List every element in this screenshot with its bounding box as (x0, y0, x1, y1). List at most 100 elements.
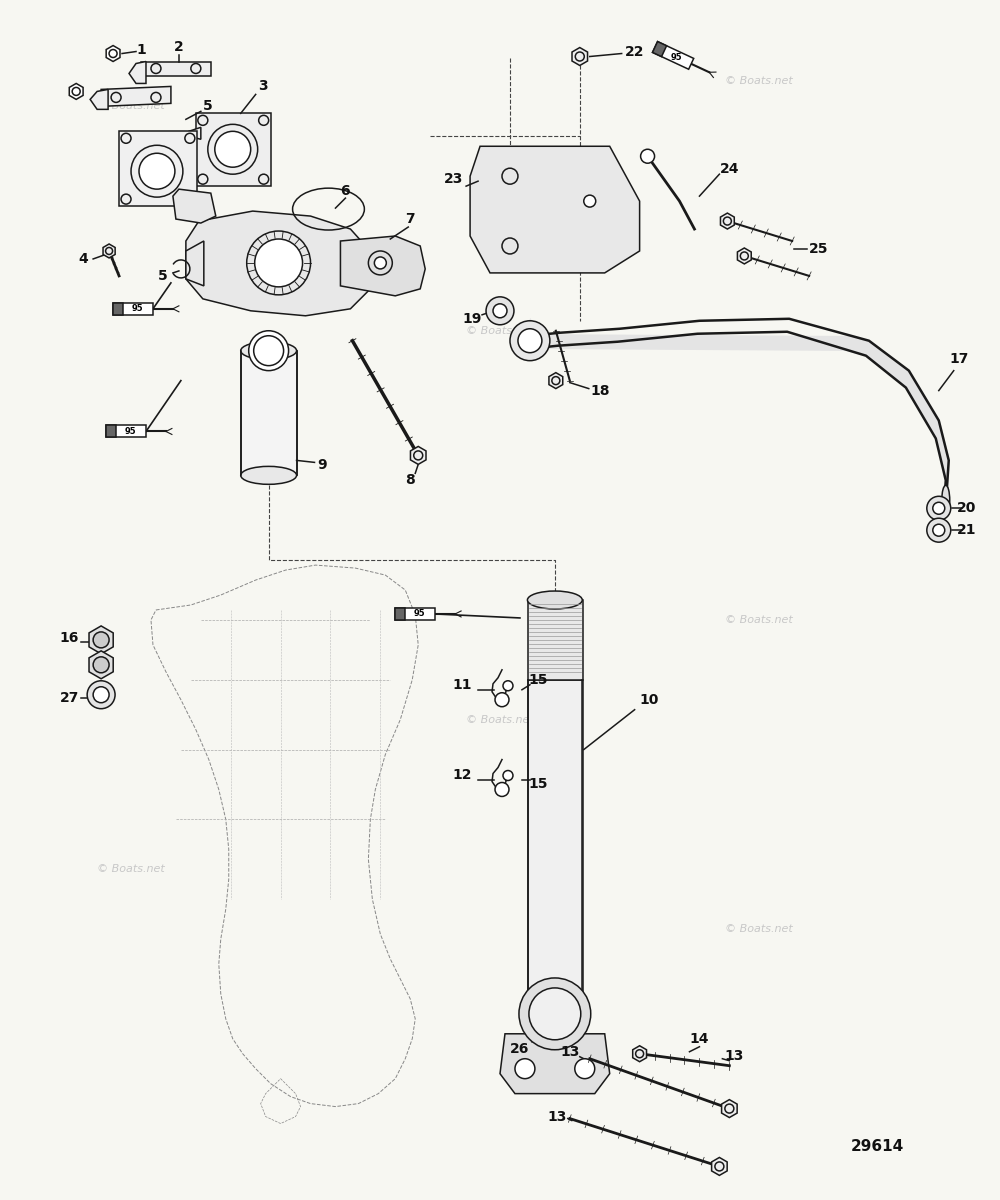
Ellipse shape (527, 1000, 582, 1018)
Text: 13: 13 (560, 1045, 579, 1058)
Polygon shape (113, 302, 123, 314)
Circle shape (495, 692, 509, 707)
Circle shape (374, 257, 386, 269)
Text: 16: 16 (60, 631, 79, 644)
Text: 19: 19 (462, 312, 482, 325)
Circle shape (503, 770, 513, 780)
Polygon shape (720, 214, 734, 229)
Polygon shape (186, 241, 204, 286)
Circle shape (495, 782, 509, 797)
Circle shape (715, 1162, 724, 1171)
Polygon shape (549, 373, 563, 389)
Text: 27: 27 (60, 691, 79, 704)
Circle shape (87, 680, 115, 709)
Circle shape (519, 978, 591, 1050)
Circle shape (510, 320, 550, 361)
Circle shape (94, 658, 108, 672)
Text: 14: 14 (690, 1032, 709, 1045)
Circle shape (106, 247, 113, 254)
Text: 17: 17 (949, 352, 968, 366)
Polygon shape (712, 1158, 727, 1175)
Circle shape (636, 1050, 644, 1057)
Text: 5: 5 (203, 100, 213, 113)
Text: © Boats.net: © Boats.net (97, 101, 165, 112)
Polygon shape (103, 244, 115, 258)
Circle shape (552, 377, 560, 384)
Circle shape (111, 92, 121, 102)
Text: 6: 6 (341, 184, 350, 198)
Text: 25: 25 (809, 242, 829, 256)
Circle shape (151, 92, 161, 102)
Text: © Boats.net: © Boats.net (725, 924, 793, 934)
Circle shape (518, 329, 542, 353)
Polygon shape (395, 608, 435, 620)
Polygon shape (572, 48, 588, 66)
Polygon shape (653, 42, 667, 56)
Text: 95: 95 (413, 610, 425, 618)
Ellipse shape (241, 342, 297, 360)
Polygon shape (722, 1099, 737, 1117)
Circle shape (131, 145, 183, 197)
Circle shape (139, 154, 175, 190)
Text: 1: 1 (136, 42, 146, 56)
Text: 95: 95 (131, 305, 143, 313)
Circle shape (414, 451, 423, 460)
Circle shape (503, 680, 513, 691)
Polygon shape (196, 113, 271, 186)
Text: 2: 2 (174, 40, 184, 54)
Text: 7: 7 (405, 212, 415, 226)
Polygon shape (106, 46, 120, 61)
Circle shape (72, 88, 80, 96)
Polygon shape (173, 190, 216, 223)
Circle shape (502, 168, 518, 184)
Circle shape (254, 336, 284, 366)
Polygon shape (89, 626, 113, 654)
Circle shape (249, 331, 289, 371)
Circle shape (208, 125, 258, 174)
Text: 12: 12 (452, 768, 472, 781)
Text: 18: 18 (590, 384, 609, 397)
Text: 95: 95 (671, 53, 683, 61)
Text: 8: 8 (405, 473, 415, 487)
Circle shape (93, 656, 109, 673)
Circle shape (259, 174, 269, 184)
Circle shape (368, 251, 392, 275)
Text: 11: 11 (452, 678, 472, 691)
Bar (528, 600, 583, 679)
Circle shape (740, 252, 748, 260)
Text: 23: 23 (443, 172, 463, 186)
Text: © Boats.net: © Boats.net (725, 77, 793, 86)
Text: 3: 3 (258, 79, 267, 94)
Circle shape (933, 503, 945, 515)
Circle shape (121, 133, 131, 143)
Polygon shape (470, 146, 640, 272)
Text: © Boats.net: © Boats.net (97, 864, 165, 875)
Polygon shape (340, 236, 425, 296)
Circle shape (502, 238, 518, 254)
Polygon shape (141, 61, 211, 77)
Circle shape (121, 194, 131, 204)
Circle shape (927, 518, 951, 542)
Text: 21: 21 (957, 523, 976, 538)
Ellipse shape (527, 592, 582, 608)
Circle shape (215, 131, 251, 167)
Circle shape (575, 1058, 595, 1079)
Circle shape (486, 296, 514, 325)
Ellipse shape (241, 467, 297, 485)
Polygon shape (106, 426, 146, 438)
Polygon shape (189, 127, 201, 139)
Circle shape (151, 64, 161, 73)
Circle shape (255, 239, 303, 287)
Text: 5: 5 (158, 269, 168, 283)
Circle shape (927, 497, 951, 521)
Polygon shape (69, 84, 83, 100)
Polygon shape (395, 608, 405, 620)
Text: 4: 4 (78, 252, 88, 266)
Text: 24: 24 (720, 162, 739, 176)
Polygon shape (410, 446, 426, 464)
Text: 29614: 29614 (850, 1139, 904, 1154)
Circle shape (185, 194, 195, 204)
Circle shape (94, 632, 108, 647)
Polygon shape (737, 248, 751, 264)
Polygon shape (106, 426, 116, 438)
